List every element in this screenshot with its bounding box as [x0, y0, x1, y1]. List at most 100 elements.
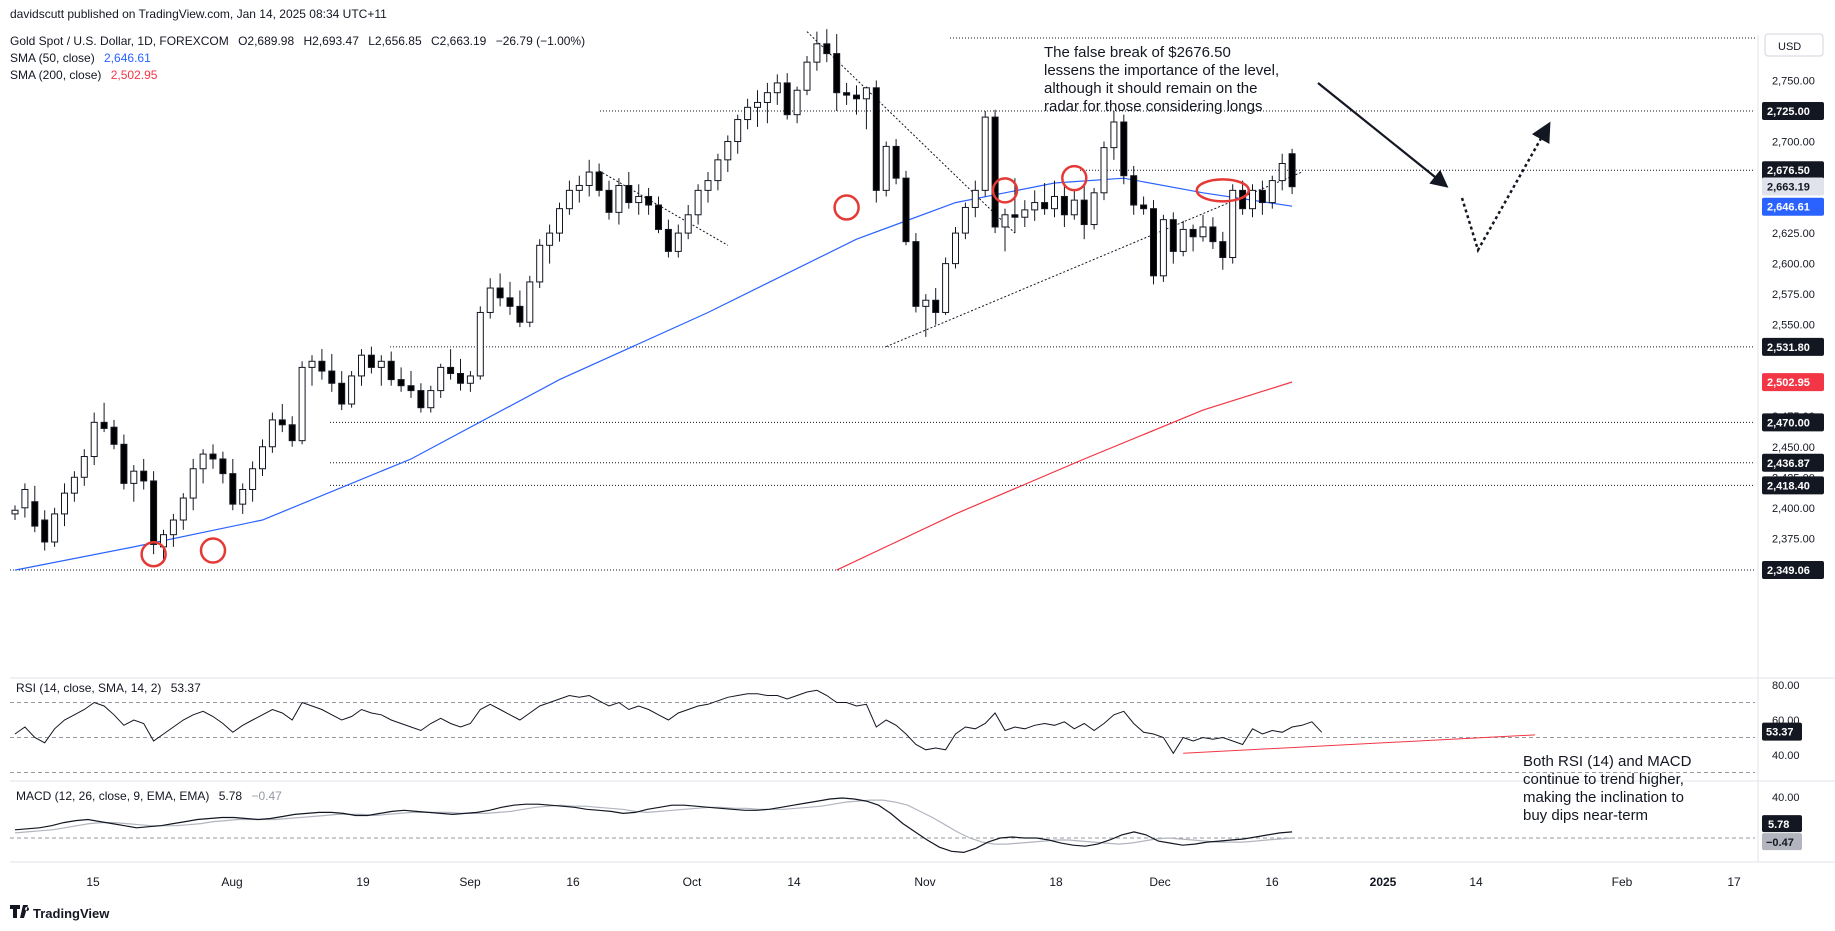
ohlc-c-label: C — [431, 34, 440, 48]
candle — [843, 82, 851, 105]
candle — [377, 355, 385, 386]
macd-value-label: 5.78 −0.47 — [1762, 815, 1802, 851]
candle — [447, 349, 455, 380]
candle — [1268, 175, 1276, 209]
candle — [1100, 141, 1108, 201]
candle — [318, 349, 326, 380]
candle — [1179, 220, 1187, 257]
candle — [427, 385, 435, 413]
price-tick-label: 2,550.00 — [1772, 320, 1815, 332]
symbol-name: Gold Spot / U.S. Dollar, 1D, FOREXCOM — [10, 34, 229, 48]
rsi-label: RSI (14, close, SMA, 14, 2) — [16, 681, 161, 695]
candle — [833, 34, 841, 111]
candle — [704, 172, 712, 203]
horizontal-levels — [10, 37, 1755, 571]
candle — [229, 458, 237, 511]
candle — [674, 224, 682, 258]
candle — [417, 383, 425, 413]
time-tick-label: 2025 — [1370, 875, 1397, 889]
candle — [249, 461, 257, 502]
candle — [80, 449, 88, 486]
candle-body-bear — [833, 53, 841, 94]
candle — [773, 74, 781, 105]
candle-body-bull — [476, 311, 484, 377]
candle — [981, 111, 989, 197]
candle-body-bull — [1021, 209, 1029, 218]
candle — [1140, 196, 1148, 215]
candle-body-bull — [694, 189, 702, 216]
annotation-bottom: Both RSI (14) and MACD continue to trend… — [1523, 753, 1696, 824]
price-label-text: 2,502.95 — [1767, 377, 1810, 389]
candle — [1090, 187, 1098, 230]
candle-body-bear — [278, 419, 286, 426]
candle — [912, 233, 920, 313]
candle-body-bear — [338, 382, 346, 405]
candle — [664, 219, 672, 258]
candle — [625, 172, 633, 209]
price-tick-label: 2,375.00 — [1772, 533, 1815, 545]
candle — [1031, 190, 1039, 221]
candle — [338, 371, 346, 411]
candle — [971, 180, 979, 218]
candle-body-bear — [1130, 175, 1138, 206]
highlight-circle — [140, 540, 167, 568]
macd-signal-line — [14, 799, 1293, 845]
candle-body-bull — [298, 366, 306, 442]
time-tick-label: Nov — [914, 875, 935, 889]
candle — [615, 178, 623, 225]
currency-box[interactable] — [1764, 33, 1824, 57]
candle — [100, 402, 108, 433]
candle — [457, 358, 464, 391]
rsi-tick-label: 80.00 — [1772, 680, 1800, 692]
sma50-legend: SMA (50, close) 2,646.61 — [10, 51, 151, 65]
price-label-box — [1762, 161, 1824, 180]
candle-body-bull — [1249, 189, 1256, 210]
sma200-legend: SMA (200, close) 2,502.95 — [10, 68, 158, 82]
candle — [1060, 185, 1068, 227]
candle-body-bull — [942, 263, 950, 313]
candle-body-bull — [674, 232, 682, 252]
candle-body-bull — [427, 390, 435, 409]
candle-body-bear — [605, 189, 613, 213]
candle — [932, 288, 940, 325]
sma200-label: SMA (200, close) — [10, 68, 101, 82]
projection-arrow — [1460, 121, 1551, 254]
candle-body-bear — [120, 443, 128, 484]
candle-body-bull — [803, 61, 811, 91]
candle — [991, 109, 999, 234]
candle — [130, 465, 138, 502]
price-label-box — [1762, 102, 1824, 120]
candle-body-bear — [892, 145, 900, 179]
candle — [1080, 184, 1088, 240]
candle-body-bear — [902, 177, 910, 243]
price-tick-label: 2,400.00 — [1772, 503, 1815, 515]
candle-body-bear — [1258, 189, 1266, 204]
tradingview-logo-text: TradingView — [33, 906, 110, 921]
candle — [209, 444, 217, 469]
candle-body-bull — [199, 453, 207, 470]
candle — [120, 434, 128, 490]
candle — [724, 135, 732, 173]
candle-body-bull — [1100, 147, 1108, 194]
candle-body-bear — [1189, 228, 1197, 238]
price-tick-label: 2,700.00 — [1772, 137, 1815, 149]
candle — [1288, 148, 1296, 195]
sma200-line — [836, 381, 1293, 571]
rsi-pane — [10, 689, 1755, 773]
candle — [179, 493, 187, 530]
annotation-bottom-line-1: Both RSI (14) and MACD — [1523, 753, 1692, 770]
candle-body-bull — [734, 119, 742, 143]
candle-body-bull — [437, 366, 445, 392]
candle — [605, 180, 613, 220]
candle — [754, 90, 761, 127]
candle-body-bull — [11, 509, 19, 515]
candle-body-bull — [536, 244, 544, 283]
price-label: 2,676.50 — [1762, 161, 1824, 180]
candle-body-bear — [1120, 121, 1128, 177]
candle-body-bull — [1110, 121, 1118, 149]
annotation-top: The false break of $2676.50 lessens the … — [1044, 44, 1283, 115]
candle-body-bear — [932, 299, 940, 313]
price-label-text: 2,531.80 — [1767, 342, 1810, 354]
tradingview-logo[interactable]: TradingView — [10, 905, 110, 921]
time-tick-label: 16 — [1265, 875, 1279, 889]
